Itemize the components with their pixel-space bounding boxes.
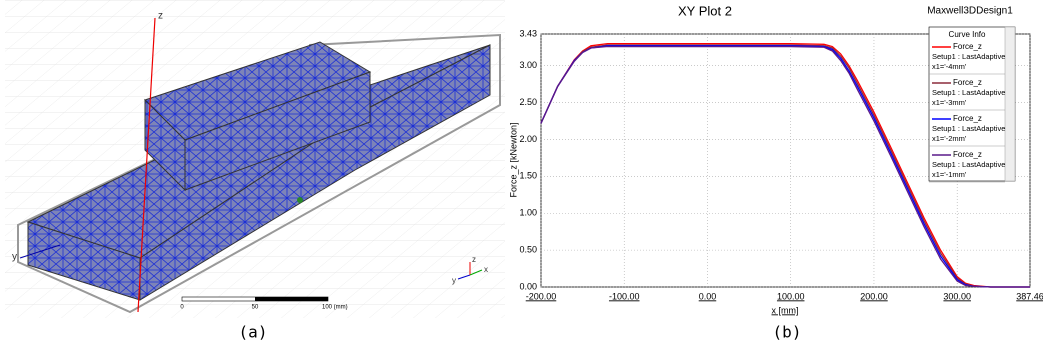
origin-marker xyxy=(297,197,303,203)
legend-setup: Setup1 : LastAdaptive xyxy=(932,52,1005,61)
scale-bar-fill xyxy=(255,297,328,301)
y-tick-label: 3.43 xyxy=(519,28,537,38)
legend-setup: Setup1 : LastAdaptive xyxy=(932,88,1005,97)
x-axis-label: x [mm] xyxy=(772,305,799,315)
scale-label: 50 xyxy=(252,305,259,311)
y-tick-label: 1.50 xyxy=(519,171,537,181)
triad-label: z xyxy=(472,255,476,264)
legend-variation: x1='-4mm' xyxy=(932,62,967,71)
triad-label: x xyxy=(484,265,488,274)
x-tick-label: -100.00 xyxy=(609,291,640,301)
y-tick-label: 1.00 xyxy=(519,208,537,218)
y-tick-label: 2.50 xyxy=(519,97,537,107)
y-tick-label: 2.00 xyxy=(519,134,537,144)
legend-label: Force_z xyxy=(953,150,982,159)
legend-title: Curve Info xyxy=(949,30,986,39)
page: z y y z x 0 50 100 (mm) (a) XY Plot 2 Ma… xyxy=(0,0,1043,354)
legend-label: Force_z xyxy=(953,78,982,87)
figure: z y y z x 0 50 100 (mm) (a) XY Plot 2 Ma… xyxy=(0,0,1043,349)
axis-z-label: z xyxy=(158,11,163,22)
legend-setup: Setup1 : LastAdaptive xyxy=(932,124,1005,133)
legend-label: Force_z xyxy=(953,42,982,51)
legend-variation: x1='-1mm' xyxy=(932,170,967,179)
legend-label: Force_z xyxy=(953,114,982,123)
panel-b: XY Plot 2 Maxwell3DDesign1 Force_z [kNew… xyxy=(508,3,1043,341)
triad-label: y xyxy=(452,276,456,285)
legend-variation: x1='-3mm' xyxy=(932,98,967,107)
axis-y-label: y xyxy=(12,252,17,263)
chart-title: XY Plot 2 xyxy=(678,3,732,18)
x-tick-label: 100.00 xyxy=(777,291,805,301)
x-tick-label: 0.00 xyxy=(699,291,717,301)
scale-label: 100 (mm) xyxy=(322,305,348,311)
caption: (a) xyxy=(239,323,268,342)
y-axis-label: Force_z [kNewton] xyxy=(508,122,518,197)
x-tick-label: 300.00 xyxy=(943,291,971,301)
legend-setup: Setup1 : LastAdaptive xyxy=(932,160,1005,169)
x-tick-label: 200.00 xyxy=(860,291,888,301)
x-tick-label: 387.46 xyxy=(1016,291,1043,301)
caption: (b) xyxy=(773,323,802,342)
x-tick-label: -200.00 xyxy=(526,291,557,301)
y-tick-label: 0.00 xyxy=(519,281,537,291)
legend-variation: x1='-2mm' xyxy=(932,134,967,143)
y-tick-label: 3.00 xyxy=(519,60,537,70)
design-name: Maxwell3DDesign1 xyxy=(927,6,1013,17)
panel-a: z y y z x 0 50 100 (mm) (a) xyxy=(5,0,505,342)
y-tick-label: 0.50 xyxy=(519,244,537,254)
legend-scrollbar xyxy=(1005,27,1015,181)
